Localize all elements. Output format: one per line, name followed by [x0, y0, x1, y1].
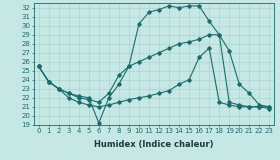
X-axis label: Humidex (Indice chaleur): Humidex (Indice chaleur): [94, 140, 214, 149]
